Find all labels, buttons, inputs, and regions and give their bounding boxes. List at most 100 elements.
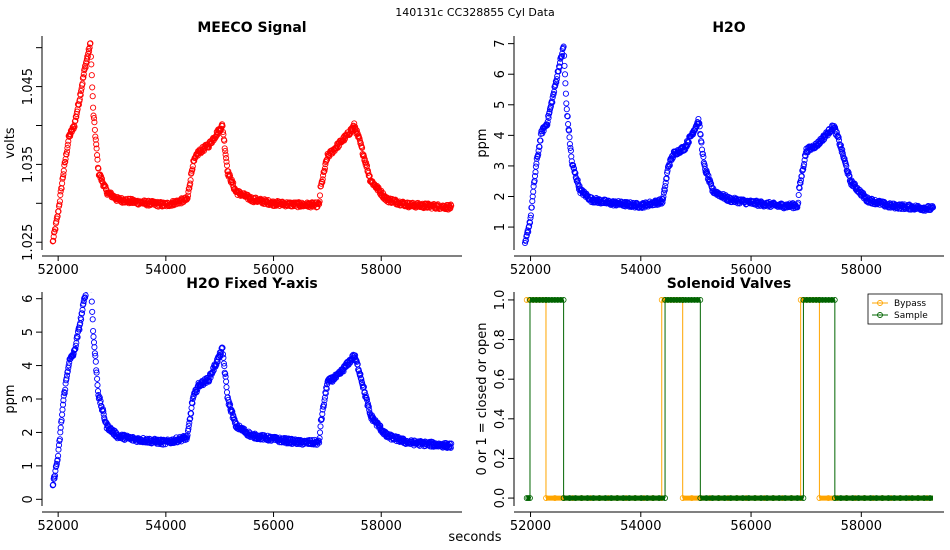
data-point (59, 406, 66, 413)
y-tick-label: 0.6 (493, 369, 508, 390)
valve-point (825, 297, 832, 303)
valve-point (810, 297, 816, 303)
data-point (90, 333, 97, 340)
valve-point (828, 297, 835, 303)
y-tick-label: 0.8 (493, 329, 508, 350)
data-point (102, 183, 109, 190)
data-point (565, 121, 572, 128)
data-point (90, 292, 93, 293)
plot-area (521, 43, 937, 247)
data-point (64, 141, 71, 148)
data-point (98, 175, 106, 182)
valve-point (572, 495, 579, 501)
valve-point (546, 297, 552, 303)
data-point (358, 376, 365, 383)
data-point (447, 444, 454, 451)
data-point (88, 61, 95, 68)
data-point (794, 204, 801, 211)
valve-point (739, 495, 746, 501)
data-point (223, 389, 231, 396)
data-point (57, 191, 64, 199)
data-point (184, 432, 191, 439)
valve-point (806, 297, 813, 303)
valve-point (668, 297, 674, 303)
data-point (86, 48, 93, 55)
data-point (187, 180, 194, 187)
valve-point (549, 297, 555, 303)
valve-point (632, 495, 639, 501)
y-tick-label: 2 (21, 428, 36, 436)
data-point (704, 171, 711, 178)
x-tick-label: 56000 (730, 263, 771, 278)
data-point (660, 193, 667, 200)
data-point (90, 115, 98, 122)
data-point (700, 153, 707, 160)
data-point (74, 108, 81, 115)
data-point (78, 316, 85, 323)
data-point (91, 344, 98, 351)
valve-point (682, 297, 689, 303)
data-point (87, 273, 92, 278)
data-point (532, 163, 539, 170)
data-point (93, 145, 100, 152)
data-point (448, 202, 455, 209)
valve-point (709, 495, 716, 501)
x-tick-label: 54000 (145, 519, 186, 534)
data-point (82, 292, 89, 299)
data-point (222, 151, 229, 158)
y-tick-label: 5 (21, 328, 36, 336)
y-tick-label: 3 (21, 395, 36, 403)
valve-point (543, 495, 549, 501)
chart-title: MEECO Signal (197, 20, 306, 36)
data-point (92, 358, 99, 365)
valve-point (620, 495, 627, 501)
data-point (78, 310, 86, 317)
data-point (229, 178, 236, 185)
valve-point (697, 495, 704, 501)
data-point (537, 137, 544, 144)
data-point (222, 370, 229, 377)
y-tick-label: 7 (493, 40, 508, 48)
data-point (63, 148, 71, 155)
valve-point (867, 495, 874, 501)
data-point (659, 199, 666, 206)
data-point (363, 159, 370, 166)
data-point (94, 382, 101, 389)
data-point (189, 166, 196, 173)
x-tick-label: 52000 (510, 263, 551, 278)
valve-point (855, 495, 862, 501)
valve-point (552, 495, 558, 501)
data-point (316, 201, 323, 208)
valve-point (788, 495, 795, 501)
y-tick-label: 0.0 (493, 488, 508, 509)
valve-point (921, 495, 927, 501)
data-point (526, 219, 534, 226)
data-point (53, 460, 60, 467)
data-point (319, 410, 326, 418)
x-tick-label: 58000 (361, 263, 402, 278)
data-point (186, 419, 193, 426)
valve-point (873, 495, 880, 501)
plot-area (523, 297, 933, 501)
data-point (316, 429, 324, 436)
valve-point (584, 495, 591, 501)
data-point (840, 152, 847, 159)
valve-point (656, 495, 662, 501)
data-point (319, 176, 326, 183)
data-point (59, 401, 67, 408)
data-point (63, 375, 70, 382)
x-tick-label: 58000 (841, 263, 882, 278)
data-point (532, 169, 539, 176)
valve-point (816, 495, 823, 501)
data-point (92, 133, 99, 140)
data-point (696, 123, 703, 130)
data-point (86, 276, 91, 281)
valve-point (679, 297, 686, 303)
data-point (60, 392, 67, 399)
data-point (219, 128, 227, 136)
data-point (359, 144, 366, 151)
data-point (71, 346, 78, 353)
valve-point (551, 297, 558, 303)
y-tick-label: 4 (493, 131, 508, 139)
data-point (54, 456, 61, 463)
